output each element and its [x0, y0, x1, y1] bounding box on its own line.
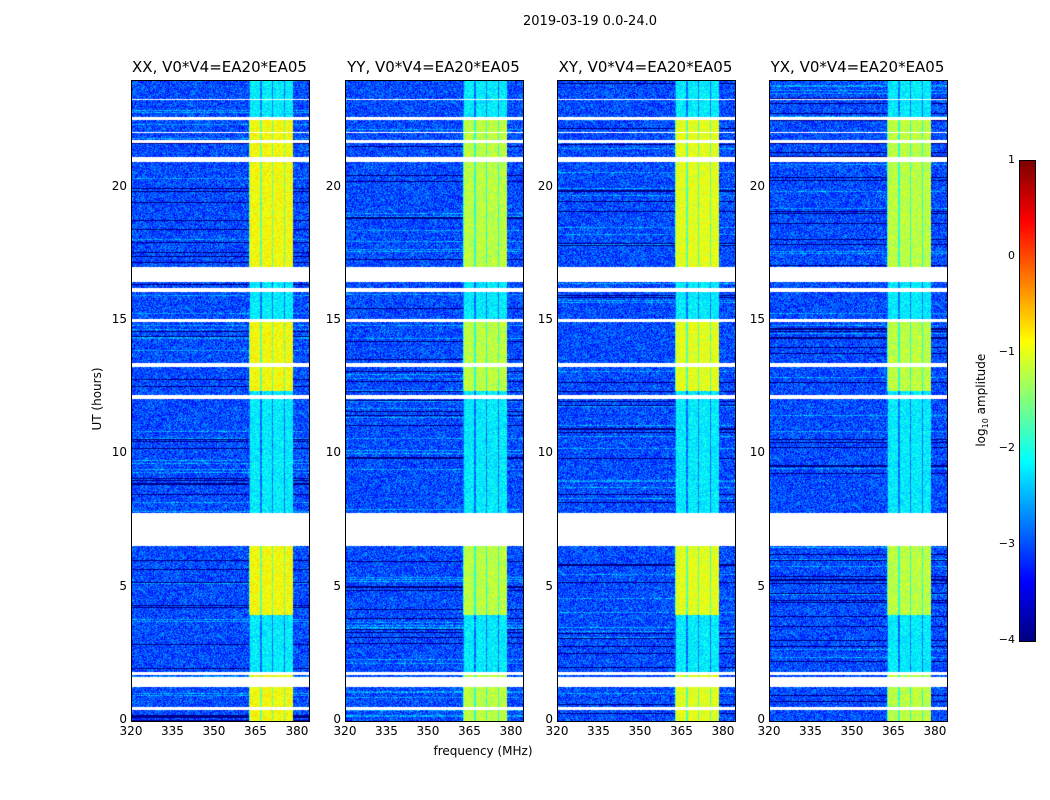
heatmap-panel-1 [345, 80, 524, 722]
y-tick-label: 10 [111, 445, 127, 460]
y-tick-label: 0 [757, 712, 765, 726]
y-tick-label: 10 [325, 445, 341, 460]
y-tick-label: 5 [333, 578, 341, 593]
y-tick-label: 10 [537, 445, 553, 460]
x-tick-label: 365 [670, 724, 693, 738]
x-tick-label: 365 [882, 724, 905, 738]
heatmap-panel-0 [131, 80, 310, 722]
colorbar-tick-label: 1 [1008, 153, 1015, 166]
colorbar-label: log10 amplitude [973, 353, 991, 447]
heatmap-panel-2 [557, 80, 736, 722]
y-tick-label: 15 [749, 312, 765, 326]
y-tick-label: 20 [749, 178, 765, 193]
y-tick-label: 20 [325, 178, 341, 193]
y-tick-label: 10 [749, 445, 765, 460]
x-tick-label: 350 [840, 724, 864, 738]
y-tick-label: 20 [111, 178, 127, 193]
x-tick-label: 335 [375, 724, 398, 738]
x-tick-label: 335 [587, 724, 610, 738]
x-tick-label: 350 [202, 724, 226, 738]
y-tick-label: 5 [757, 578, 765, 593]
colorbar-tick-label: 0 [1008, 249, 1015, 262]
x-axis-label: frequency (MHz) [433, 744, 533, 758]
x-tick-label: 350 [628, 724, 652, 738]
x-tick-label: 365 [244, 724, 267, 738]
figure-title: 2019-03-19 0.0-24.0 [523, 14, 657, 29]
panel-title: YX, V0*V4=EA20*EA05 [770, 58, 945, 76]
y-tick-label: 5 [119, 578, 127, 593]
colorbar-tick-label: −2 [998, 441, 1015, 454]
x-tick-label: 320 [757, 724, 781, 738]
x-tick-label: 320 [119, 724, 143, 738]
x-tick-label: 320 [545, 724, 569, 738]
y-tick-label: 0 [545, 712, 553, 726]
x-tick-label: 380 [923, 724, 947, 738]
y-axis-label: UT (hours) [90, 367, 104, 431]
panel-title: XX, V0*V4=EA20*EA05 [132, 58, 307, 76]
x-tick-label: 380 [711, 724, 735, 738]
y-tick-label: 0 [119, 712, 127, 726]
panel-title: YY, V0*V4=EA20*EA05 [347, 58, 520, 76]
x-tick-label: 365 [458, 724, 481, 738]
x-tick-label: 335 [799, 724, 822, 738]
colorbar [1019, 160, 1036, 642]
panel-title: XY, V0*V4=EA20*EA05 [558, 58, 733, 76]
y-tick-label: 15 [325, 312, 341, 326]
y-tick-label: 20 [537, 178, 553, 193]
x-tick-label: 380 [499, 724, 523, 738]
x-tick-label: 335 [161, 724, 184, 738]
x-tick-label: 350 [416, 724, 440, 738]
x-tick-label: 320 [333, 724, 357, 738]
y-tick-label: 15 [537, 312, 553, 326]
y-tick-label: 15 [111, 312, 127, 326]
colorbar-tick-label: −1 [998, 345, 1015, 358]
x-tick-label: 380 [285, 724, 309, 738]
y-tick-label: 5 [545, 578, 553, 593]
y-tick-label: 0 [333, 712, 341, 726]
colorbar-tick-label: −3 [998, 537, 1015, 550]
heatmap-panel-3 [769, 80, 948, 722]
colorbar-tick-label: −4 [998, 633, 1015, 646]
